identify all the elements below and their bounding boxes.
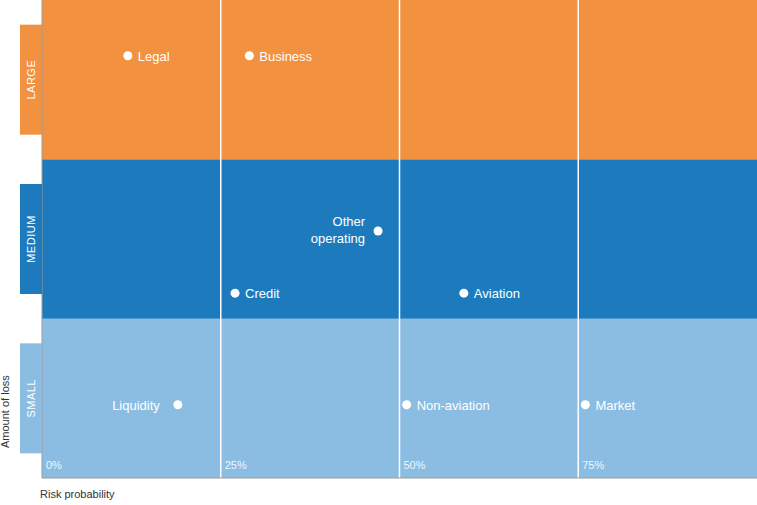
svg-text:Business: Business <box>259 49 312 64</box>
svg-text:0%: 0% <box>46 459 62 471</box>
svg-text:Credit: Credit <box>245 286 280 301</box>
svg-text:25%: 25% <box>225 459 247 471</box>
svg-text:Liquidity: Liquidity <box>112 398 160 413</box>
svg-text:50%: 50% <box>404 459 426 471</box>
svg-text:Market: Market <box>595 398 635 413</box>
svg-text:LARGE: LARGE <box>25 60 37 100</box>
svg-text:Non-aviation: Non-aviation <box>417 398 490 413</box>
svg-text:Legal: Legal <box>138 49 170 64</box>
svg-text:75%: 75% <box>582 459 604 471</box>
svg-text:Otheroperating: Otheroperating <box>311 214 366 246</box>
svg-text:SMALL: SMALL <box>25 379 37 418</box>
svg-text:Amount of loss: Amount of loss <box>8 375 11 448</box>
svg-text:Aviation: Aviation <box>474 286 520 301</box>
svg-text:Risk probability: Risk probability <box>40 488 115 500</box>
svg-text:MEDIUM: MEDIUM <box>25 215 37 263</box>
